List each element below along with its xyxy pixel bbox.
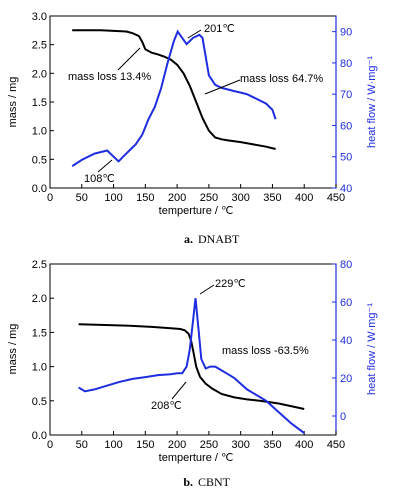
x-tick-label: 350 <box>263 439 281 451</box>
x-tick-label: 250 <box>200 192 218 204</box>
panel-a-y-axis-right-label: heat flow / W·mg⁻¹ <box>366 56 378 148</box>
panel-b-x-ticks: 0 50 100 150 200 250 300 350 400 450 <box>47 431 345 451</box>
y-tick-label: 1.5 <box>32 97 47 109</box>
panel-b-arrow-229 <box>199 284 215 295</box>
panel-a-mass-loss-2-label: mass loss 64.7% <box>240 73 323 85</box>
x-tick-label: 200 <box>168 439 186 451</box>
panel-b-y-ticks: 0.0 0.5 1.0 1.5 2.0 2.5 <box>32 259 54 442</box>
panel-a-peak-label: 201℃ <box>204 23 235 35</box>
panel-b-caption-name: CBNT <box>198 475 231 489</box>
panel-b-mass-loss-label: mass loss -63.5% <box>222 345 309 357</box>
panel-a: 0 50 100 150 200 250 300 350 400 450 0.0 0.5 1.0 1.5… <box>7 11 378 246</box>
right-tick-label: 80 <box>340 259 352 271</box>
right-tick-label: 40 <box>340 183 352 195</box>
x-tick-label: 50 <box>76 192 88 204</box>
y-tick-label: 2.5 <box>32 259 47 271</box>
panel-b-y-axis-right-label: heat flow / W·mg⁻¹ <box>366 303 378 395</box>
y-tick-label: 1.5 <box>32 327 47 339</box>
panel-b-arrow-208 <box>171 381 187 400</box>
x-tick-label: 50 <box>76 439 88 451</box>
panel-b-peak-label: 229℃ <box>215 278 246 290</box>
panel-a-arrow-ml647 <box>204 79 241 95</box>
panel-b-min-label: 208℃ <box>151 400 182 412</box>
x-tick-label: 100 <box>104 192 122 204</box>
panel-b-mass-curve <box>78 323 305 410</box>
x-tick-label: 200 <box>168 192 186 204</box>
x-tick-label: 400 <box>295 192 313 204</box>
y-tick-label: 0.0 <box>32 183 47 195</box>
panel-a-mass-loss-1-label: mass loss 13.4% <box>68 71 151 83</box>
x-tick-label: 250 <box>200 439 218 451</box>
x-tick-label: 100 <box>104 439 122 451</box>
panel-a-arrow-108 <box>97 159 113 173</box>
y-tick-label: 2.0 <box>32 68 47 80</box>
panel-b-right-ticks: 0 20 40 60 80 <box>332 259 352 423</box>
panel-a-y-ticks: 0.0 0.5 1.0 1.5 2.0 2.5 3.0 <box>32 11 54 195</box>
x-tick-label: 450 <box>327 439 345 451</box>
y-tick-label: 2.0 <box>32 293 47 305</box>
y-tick-label: 0.5 <box>32 154 47 166</box>
x-tick-label: 350 <box>263 192 281 204</box>
y-tick-label: 0.5 <box>32 396 47 408</box>
y-tick-label: 3.0 <box>32 11 47 23</box>
x-tick-label: 0 <box>47 439 53 451</box>
y-tick-label: 0.0 <box>32 430 47 442</box>
right-tick-label: 60 <box>340 297 352 309</box>
right-tick-label: 40 <box>340 335 352 347</box>
panel-a-x-ticks: 0 50 100 150 200 250 300 350 400 450 <box>47 184 345 204</box>
x-tick-label: 300 <box>231 192 249 204</box>
x-tick-label: 400 <box>295 439 313 451</box>
panel-a-x-axis-label: temperture / ℃ <box>159 205 234 217</box>
panel-a-mass-curve <box>72 29 276 150</box>
x-tick-label: 300 <box>231 439 249 451</box>
panel-b-caption: b. <box>183 475 193 489</box>
y-tick-label: 2.5 <box>32 40 47 52</box>
right-tick-label: 60 <box>340 120 352 132</box>
x-tick-label: 150 <box>136 439 154 451</box>
panel-a-heat-flow-curve <box>71 29 277 167</box>
panel-b-x-axis-label: temperture / ℃ <box>159 452 234 464</box>
x-tick-label: 450 <box>327 192 345 204</box>
panel-a-caption-name: DNABT <box>198 232 240 246</box>
panel-a-plot-frame <box>49 15 337 189</box>
right-tick-label: 80 <box>340 58 352 70</box>
right-tick-label: 20 <box>340 373 352 385</box>
right-tick-label: 50 <box>340 152 352 164</box>
panel-a-y-axis-label: mass / mg <box>7 77 19 128</box>
panel-a-arrow-201 <box>187 29 202 39</box>
x-tick-label: 0 <box>47 192 53 204</box>
panel-a-right-ticks: 40 50 60 70 80 90 <box>332 27 352 195</box>
right-tick-label: 90 <box>340 27 352 39</box>
panel-b-heat-flow-curve <box>78 298 305 434</box>
panel-b: 0 50 100 150 200 250 300 350 400 450 0.00.51.01.5… <box>7 259 378 489</box>
panel-a-min-label: 108℃ <box>84 173 115 185</box>
panel-b-y-axis-label: mass / mg <box>7 324 19 375</box>
x-tick-label: 150 <box>136 192 154 204</box>
right-tick-label: 0 <box>340 411 346 423</box>
y-tick-label: 1.0 <box>32 362 47 374</box>
panel-a-caption: a. <box>184 232 193 246</box>
y-tick-label: 1.0 <box>32 126 47 138</box>
panel-a-arrow-ml134 <box>117 47 141 71</box>
right-tick-label: 70 <box>340 89 352 101</box>
